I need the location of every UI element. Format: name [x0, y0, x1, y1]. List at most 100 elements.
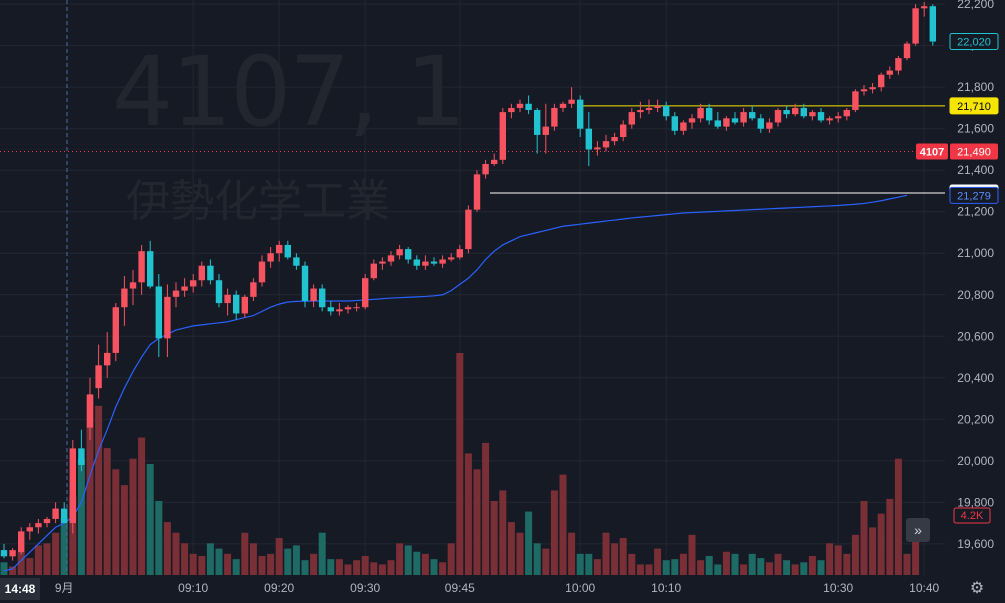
candle [783, 105, 790, 119]
volume-bar [206, 543, 214, 575]
volume-bar [525, 511, 533, 575]
candle-body [18, 531, 25, 553]
x-tick-label: 09:10 [178, 581, 208, 595]
volume-bar [765, 562, 773, 575]
candle-body [155, 286, 162, 339]
volume-bar [447, 543, 455, 575]
volume-bar [550, 490, 558, 575]
candle [379, 257, 386, 270]
volume-bar [499, 490, 507, 575]
candle-body [929, 6, 936, 42]
candle-body [663, 105, 670, 117]
candle-body [267, 253, 274, 262]
candle [448, 253, 455, 262]
scroll-to-realtime-button[interactable]: » [906, 518, 930, 542]
candle [258, 255, 266, 287]
candle-body [542, 126, 549, 135]
y-tick-label: 19,800 [957, 495, 994, 509]
candle-body [723, 118, 730, 127]
candle-body [473, 174, 481, 210]
volume-bar [155, 501, 163, 575]
candle-body [439, 259, 446, 264]
volume-bar [568, 532, 576, 575]
prev-close-symbol-box [916, 143, 948, 160]
volume-bar [60, 516, 68, 575]
candle [895, 56, 902, 75]
candle-body [654, 105, 661, 108]
candle [0, 543, 8, 559]
volume-tag-box [953, 507, 991, 524]
y-axis: 22,20022,00021,80021,60021,40021,20021,0… [957, 0, 994, 551]
candle [499, 107, 506, 164]
volume-bar [378, 564, 386, 575]
candle [336, 303, 343, 316]
candle [353, 303, 360, 312]
candle-body [293, 257, 300, 266]
candle-body [190, 280, 197, 287]
volume-tag: 4.2K [953, 507, 991, 524]
candle-body [370, 263, 377, 279]
candle [224, 288, 231, 316]
candle-body [86, 394, 94, 428]
x-tick-label: 10:30 [823, 581, 853, 595]
gear-icon[interactable]: ⚙ [969, 580, 985, 597]
candle [611, 132, 618, 146]
candle [138, 244, 145, 295]
candle-series [0, 2, 936, 561]
candle-body [147, 251, 154, 287]
volume-bar [903, 553, 911, 575]
volume-bar [602, 532, 610, 575]
volume-bar [258, 555, 266, 575]
candle [912, 4, 919, 46]
candle [542, 103, 549, 154]
candle [405, 247, 412, 264]
candle-body [61, 508, 68, 524]
volume-bar [912, 522, 920, 575]
candle-body [577, 99, 584, 129]
volume-bar [774, 553, 782, 575]
x-tick-month: 9月 [55, 581, 74, 595]
volume-bar [138, 437, 146, 575]
y-tick-label: 20,000 [957, 454, 994, 468]
volume-bar [464, 453, 472, 575]
candle-body [387, 255, 395, 262]
candle-body [250, 282, 257, 297]
candle [362, 274, 369, 310]
volume-bar [327, 559, 335, 575]
volume-bar [361, 555, 369, 575]
candle-body [843, 110, 850, 117]
volume-bar [77, 458, 85, 575]
volume-bar [353, 560, 361, 575]
candle-body [516, 103, 524, 108]
candle [723, 116, 730, 131]
candle [878, 72, 885, 92]
volume-bar [404, 545, 412, 575]
candle [69, 440, 76, 534]
volume-bar [533, 543, 541, 575]
volume-bar [757, 558, 765, 575]
volume-bar [413, 551, 421, 575]
volume-bar [112, 469, 120, 575]
volume-bar [439, 562, 447, 575]
candle [594, 141, 601, 156]
candle-body [749, 112, 756, 119]
vwap-tag: 21,279 [949, 186, 999, 204]
candle [198, 261, 205, 287]
candle-body [559, 103, 567, 108]
cursor-time-label: 14:48 [0, 578, 40, 600]
candle-body [353, 307, 360, 309]
candle [602, 134, 610, 152]
volume-bar [490, 501, 498, 575]
volume-bar [421, 553, 429, 575]
candle-body [645, 107, 653, 111]
candle [190, 274, 197, 293]
candle [843, 107, 850, 121]
volume-bar [619, 538, 627, 575]
candle [155, 274, 162, 358]
candle [473, 170, 481, 212]
candle-body [826, 118, 833, 121]
volume-bar [654, 548, 662, 575]
y-tick-label: 21,800 [957, 80, 994, 94]
volume-bar [430, 559, 438, 575]
